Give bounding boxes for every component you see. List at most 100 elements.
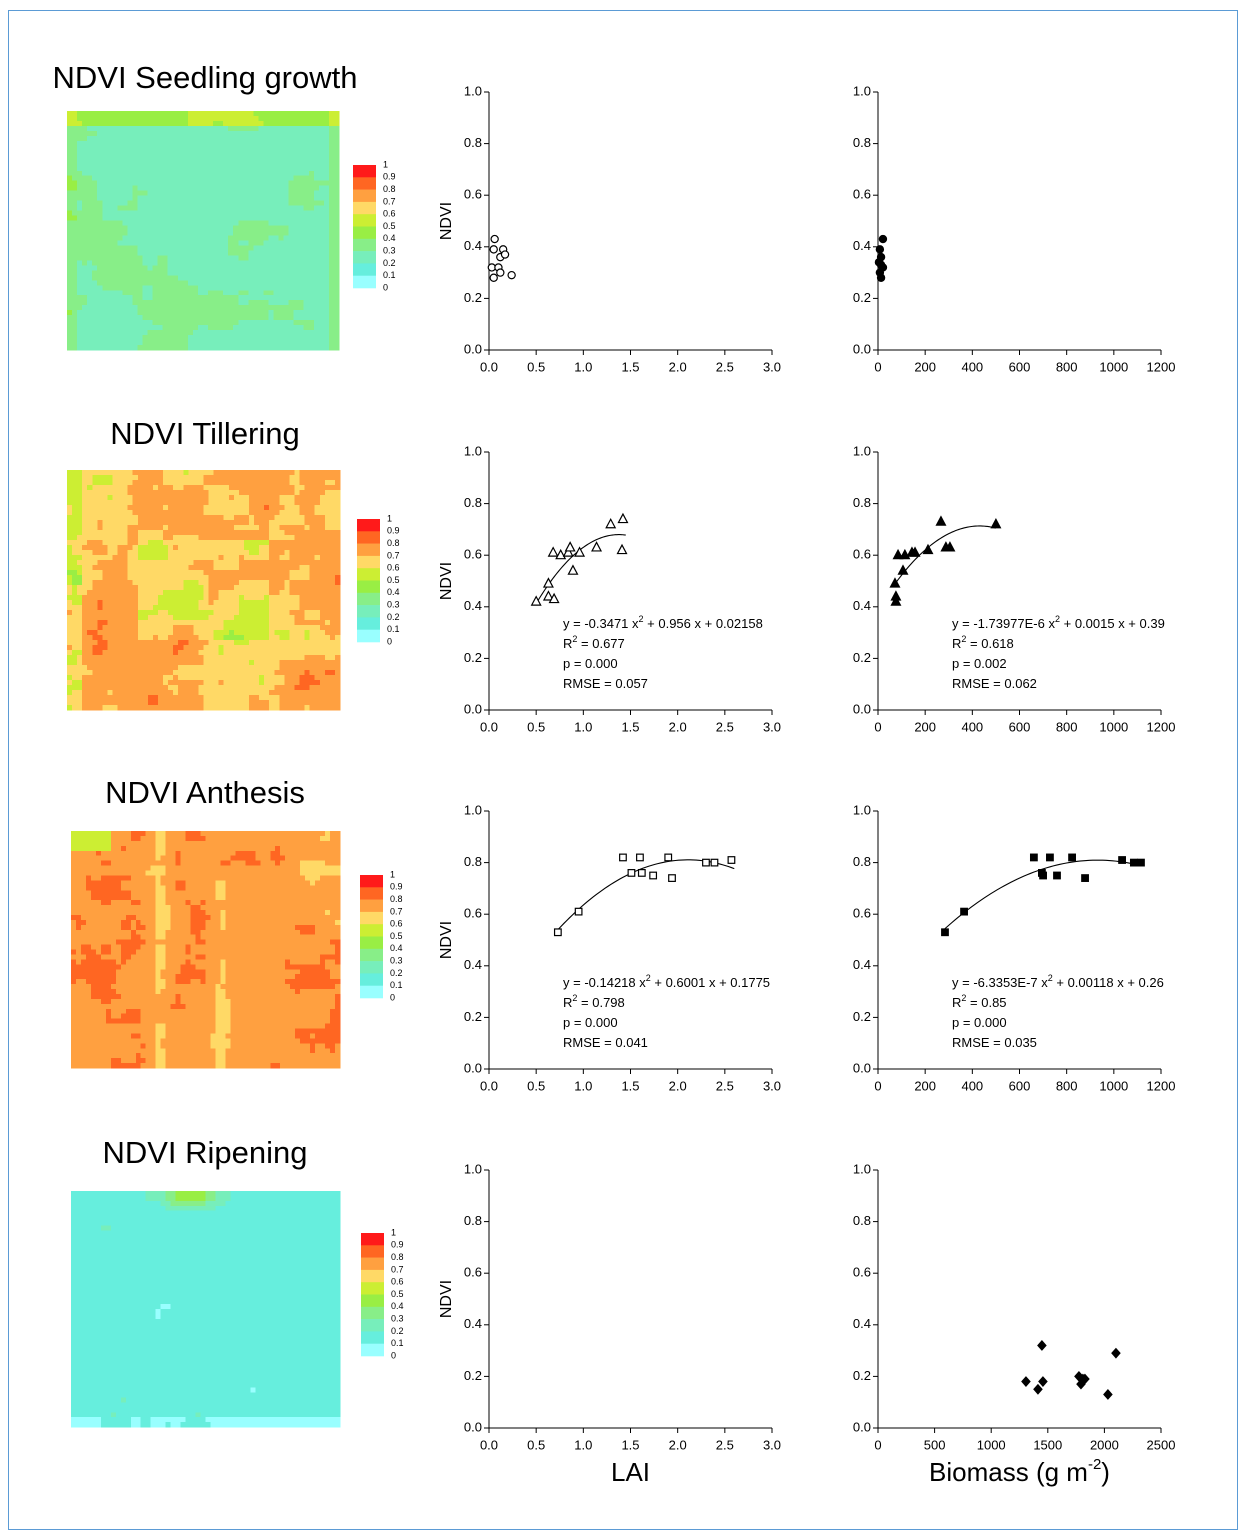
map-cell — [213, 226, 219, 232]
map-cell — [258, 305, 264, 311]
map-cell — [153, 255, 159, 261]
map-cell — [193, 665, 199, 671]
map-cell — [168, 480, 174, 486]
map-cell — [218, 141, 224, 147]
map-cell — [143, 146, 149, 152]
map-cell — [254, 540, 260, 546]
map-cell — [208, 305, 214, 311]
map-cell — [208, 186, 214, 192]
map-cell — [203, 111, 209, 117]
map-cell — [178, 540, 184, 546]
map-cell — [209, 525, 215, 531]
map-cell — [183, 181, 189, 187]
map-cell — [284, 595, 290, 601]
map-cell — [315, 560, 321, 566]
map-cell — [214, 605, 220, 611]
map-cell — [143, 240, 149, 246]
map-cell — [163, 575, 169, 581]
map-cell — [314, 315, 320, 321]
map-cell — [268, 290, 274, 296]
map-cell — [173, 555, 179, 561]
map-cell — [67, 650, 73, 656]
map-cell — [113, 640, 119, 646]
map-cell — [233, 201, 239, 207]
map-cell — [258, 325, 264, 331]
map-cell — [173, 260, 179, 266]
map-cell — [143, 555, 149, 561]
map-cell — [314, 146, 320, 152]
map-cell — [188, 126, 194, 132]
map-cell — [263, 340, 269, 346]
map-cell — [213, 141, 219, 147]
map-cell — [107, 535, 113, 541]
map-cell — [148, 216, 154, 222]
map-cell — [138, 211, 144, 217]
map-cell — [294, 221, 300, 227]
map-cell — [107, 590, 113, 596]
map-cell — [173, 265, 179, 271]
map-cell — [97, 595, 103, 601]
map-cell — [143, 156, 149, 162]
map-cell — [148, 126, 154, 132]
map-cell — [188, 221, 194, 227]
map-cell — [163, 126, 169, 132]
map-cell — [259, 630, 265, 636]
map-cell — [102, 196, 108, 202]
map-cell — [284, 196, 290, 202]
map-cell — [153, 520, 159, 526]
map-cell — [204, 485, 210, 491]
map-cell — [117, 310, 123, 316]
map-cell — [87, 310, 93, 316]
map-cell — [188, 295, 194, 301]
map-cell — [163, 295, 169, 301]
map-cell — [178, 211, 184, 217]
map-cell — [118, 590, 124, 596]
map-cell — [168, 290, 174, 296]
map-cell — [289, 560, 295, 566]
map-cell — [178, 580, 184, 586]
map-cell — [67, 166, 73, 172]
map-cell — [279, 245, 285, 251]
map-cell — [228, 345, 234, 351]
map-cell — [264, 660, 270, 666]
map-cell — [143, 660, 149, 666]
map-cell — [294, 310, 300, 316]
map-cell — [295, 655, 301, 661]
map-cell — [188, 685, 194, 691]
map-cell — [243, 116, 249, 122]
map-cell — [324, 325, 330, 331]
map-cell — [319, 270, 325, 276]
map-cell — [92, 500, 98, 506]
map-cell — [198, 685, 204, 691]
map-cell — [168, 211, 174, 217]
map-cell — [77, 685, 83, 691]
map-cell — [319, 151, 325, 157]
map-cell — [334, 146, 340, 152]
map-cell — [233, 216, 239, 222]
map-cell — [294, 161, 300, 167]
map-cell — [263, 255, 269, 261]
map-cell — [163, 660, 169, 666]
map-cell — [243, 161, 249, 167]
map-cell — [300, 540, 306, 546]
map-cell — [335, 515, 341, 521]
map-cell — [153, 620, 159, 626]
map-cell — [102, 121, 108, 127]
map-cell — [228, 116, 234, 122]
map-cell — [173, 176, 179, 182]
map-cell — [324, 216, 330, 222]
map-cell — [315, 610, 321, 616]
map-cell — [223, 231, 229, 237]
map-cell — [319, 300, 325, 306]
map-cell — [304, 260, 310, 266]
map-cell — [112, 151, 118, 157]
map-cell — [132, 250, 138, 256]
map-cell — [92, 595, 98, 601]
map-cell — [163, 226, 169, 232]
map-cell — [218, 176, 224, 182]
map-cell — [244, 640, 250, 646]
map-cell — [329, 275, 335, 281]
map-cell — [77, 161, 83, 167]
map-cell — [128, 490, 134, 496]
map-cell — [148, 315, 154, 321]
